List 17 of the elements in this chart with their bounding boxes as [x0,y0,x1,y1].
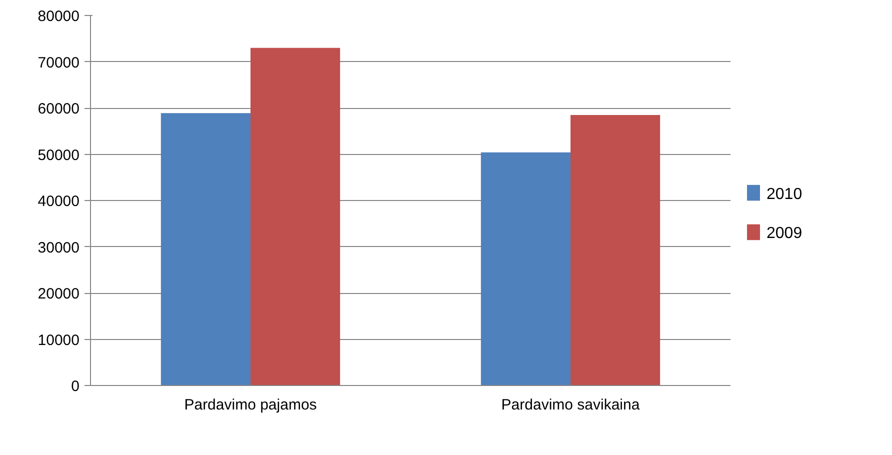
y-tick-label: 20000 [38,286,80,302]
y-tick-label: 60000 [38,100,80,118]
y-tick-label: 40000 [38,193,80,210]
legend-label: 2009 [766,225,802,242]
y-tick-label: 0 [71,378,80,395]
bar [480,152,570,386]
bar [570,114,660,386]
y-tick-label: 80000 [38,8,80,25]
x-tick-label: Pardavimo pajamos [184,396,317,414]
bar [250,48,340,386]
bar [160,113,250,386]
y-tick-label: 30000 [38,239,80,256]
x-tick-label: Pardavimo savikaina [501,396,640,414]
y-tick-label: 10000 [38,332,80,349]
legend-label: 2010 [766,186,802,203]
y-tick-label: 70000 [38,54,80,72]
y-tick-label: 50000 [38,146,80,164]
